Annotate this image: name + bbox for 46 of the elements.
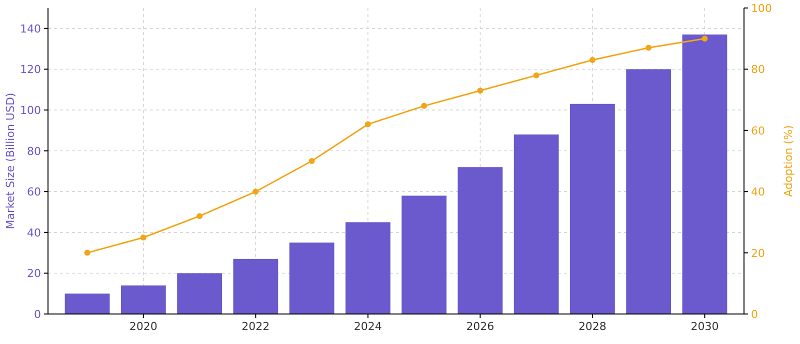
x-tick-label: 2028: [578, 320, 606, 333]
y2-tick-label: 40: [751, 186, 765, 199]
point: [533, 72, 540, 78]
y-tick-label: 40: [27, 226, 41, 240]
y-tick-label: 140: [20, 22, 41, 36]
bar: [458, 167, 503, 314]
y-tick-label: 20: [27, 267, 41, 280]
y-axis-title: Market Size (Billion USD): [4, 92, 17, 230]
bar: [177, 273, 222, 314]
y-tick-label: 0: [34, 308, 41, 321]
bar: [345, 222, 390, 314]
point: [702, 36, 708, 42]
point: [589, 57, 596, 64]
bar: [626, 69, 672, 314]
y2-tick-label: 0: [751, 308, 758, 321]
y2-axis-title: Adoption (%): [782, 125, 795, 197]
y2-tick-label: 100: [751, 2, 772, 15]
bar: [289, 242, 334, 314]
point: [140, 234, 146, 240]
bar: [514, 134, 559, 314]
y2-tick-label: 20: [751, 246, 765, 260]
point: [84, 250, 90, 256]
y2-tick-label: 60: [751, 124, 765, 138]
x-tick-label: 2030: [690, 320, 719, 333]
y-tick-label: 100: [20, 104, 41, 117]
point: [421, 102, 428, 109]
y2-tick-label: 80: [751, 63, 765, 76]
point: [252, 188, 259, 195]
x-tick-label: 2024: [354, 320, 382, 333]
x-tick-label: 2022: [242, 320, 270, 333]
point: [364, 121, 371, 128]
bar: [570, 104, 615, 314]
point: [646, 44, 652, 51]
bar: [233, 258, 278, 314]
bar: [64, 294, 110, 314]
bar: [120, 285, 166, 314]
y-tick-label: 60: [27, 186, 41, 199]
y-tick-label: 120: [20, 63, 41, 76]
x-tick-label: 2026: [466, 320, 494, 333]
point: [477, 88, 484, 94]
bar: [682, 34, 728, 314]
bar: [402, 196, 447, 314]
point: [308, 158, 315, 164]
point: [196, 213, 203, 220]
x-tick-label: 2020: [129, 320, 158, 333]
y-tick-label: 80: [27, 144, 41, 158]
